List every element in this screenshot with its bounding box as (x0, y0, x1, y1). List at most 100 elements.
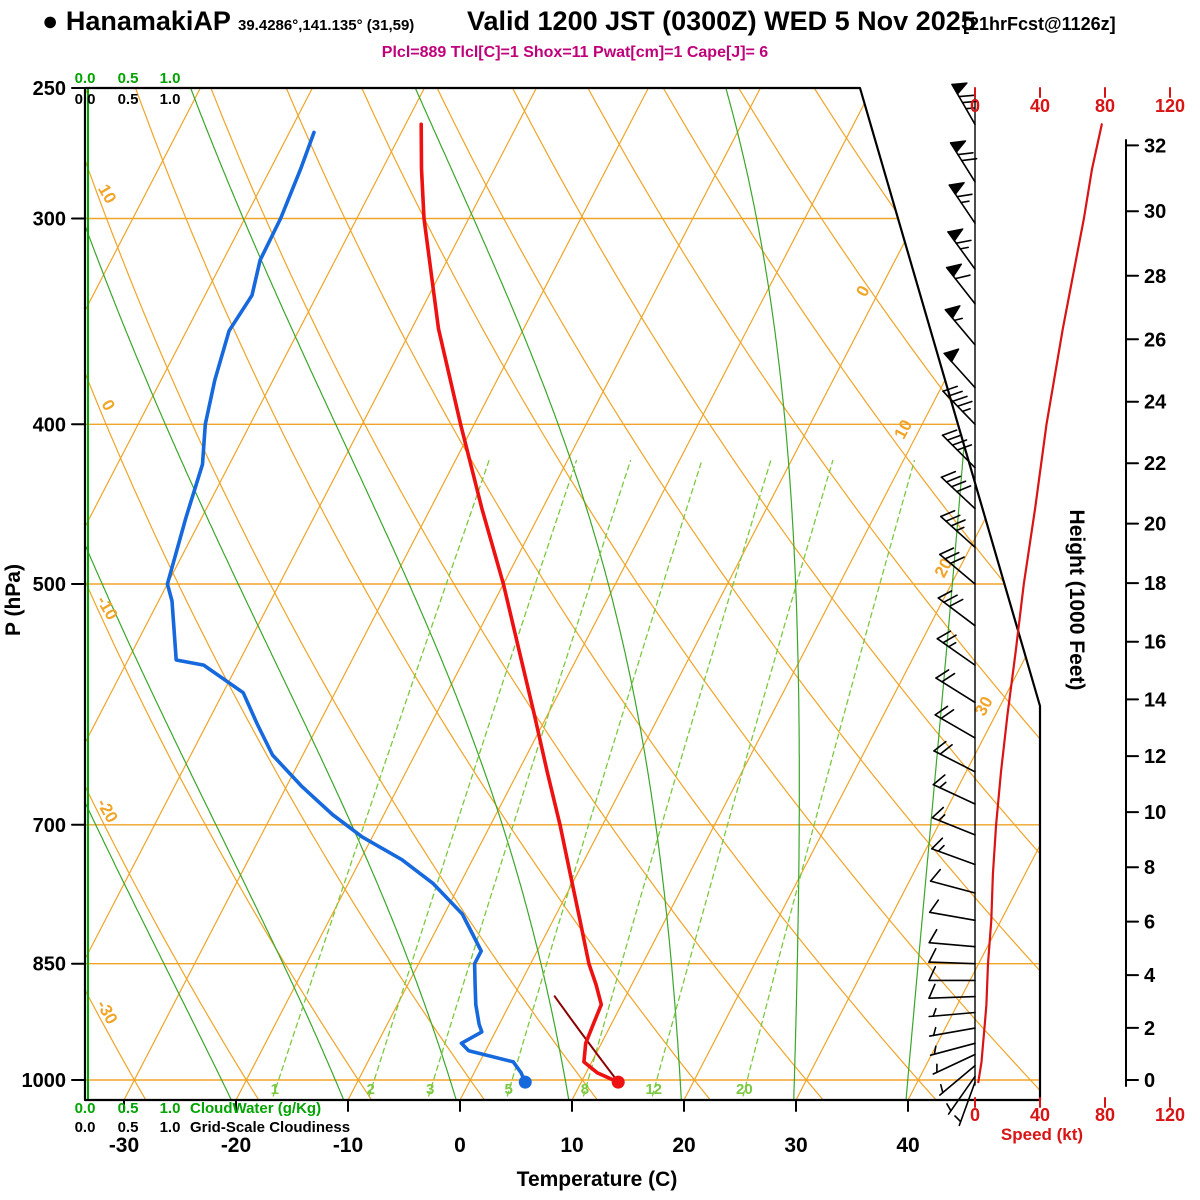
dry-adiabat-line (889, 88, 1040, 1100)
height-axis-title: Height (1000 Feet) (1065, 510, 1088, 691)
isotherm-line (459, 88, 985, 1100)
wind-barb-full (932, 774, 946, 786)
isotherm-line (123, 88, 649, 1100)
cloudwater-scale-tick-bottom: 0.0 (75, 1100, 96, 1117)
isotherm-line (347, 88, 873, 1100)
height-tick-label: 8 (1144, 857, 1155, 879)
dry-adiabat-line (512, 88, 1040, 1100)
isotherm-line (795, 88, 1040, 1100)
wind-barb-full (940, 470, 957, 478)
wind-barb-full (958, 94, 975, 98)
pressure-axis-title: P (hPa) (2, 564, 25, 636)
forecast-tag: [21hrFcst@1126z] (963, 14, 1116, 34)
cloudwater-scale-tick-bottom: 1.0 (160, 1100, 181, 1117)
wind-barb-full (961, 100, 979, 104)
isotherm-line (85, 88, 201, 1100)
wind-barb-half (938, 814, 946, 822)
wind-barb-half (965, 107, 975, 110)
height-tick-label: 14 (1144, 689, 1167, 711)
isotherm-line (85, 88, 313, 1100)
wind-barb-full (928, 983, 936, 999)
wind-barb-full (956, 193, 973, 198)
temp-axis-title: Temperature (C) (517, 1168, 678, 1191)
height-tick-label: 30 (1144, 201, 1166, 223)
wind-barb-staff (932, 1053, 976, 1075)
wind-barb-staff (939, 1064, 976, 1096)
isotherm-line (235, 88, 761, 1100)
mixing-ratio-line (580, 459, 772, 1100)
wind-barb-full (947, 390, 963, 398)
wind-barb-full (940, 509, 956, 518)
isotherm-line (85, 88, 425, 1100)
wind-barb-full (955, 485, 972, 493)
wind-speed-curve (977, 123, 1103, 1084)
wind-barb-half (933, 1045, 937, 1055)
cloudiness-scale-tick-top: 0.0 (75, 91, 96, 108)
dry-adiabat-label: -20 (93, 795, 122, 826)
height-tick-label: 18 (1144, 573, 1166, 595)
mixing-ratio-label: 2 (367, 1081, 375, 1098)
dewpoint-curve (165, 130, 527, 1084)
wind-barb-full (928, 947, 937, 963)
dry-adiabat-line (85, 88, 602, 1100)
wind-barb-staff (928, 1027, 976, 1037)
valid-time: Valid 1200 JST (0300Z) WED 5 Nov 2025 (467, 6, 976, 36)
height-tick-label: 16 (1144, 632, 1166, 654)
height-tick-label: 20 (1144, 514, 1166, 536)
surface-dewpoint-dot (518, 1075, 532, 1089)
wind-barb-pennant (944, 305, 961, 319)
wind-barb-pennant (946, 263, 962, 277)
mixing-ratio-label: 12 (645, 1081, 662, 1098)
pressure-tick-label: 850 (33, 954, 66, 976)
cloudwater-scale-label: CloudWater (g/Kg) (190, 1100, 321, 1117)
moist-adiabat-line (85, 88, 235, 1100)
wind-barb-half (955, 526, 965, 532)
cloudiness-scale-label: Grid-Scale Cloudiness (190, 1119, 350, 1136)
cloudwater-scale-tick-bottom: 0.5 (118, 1100, 139, 1117)
plot-border (83, 86, 1042, 1102)
cloudwater-scale-tick-top: 0.5 (118, 70, 139, 87)
mixing-ratio-line (269, 459, 490, 1100)
pressure-tick-label: 400 (33, 414, 66, 436)
mixing-ratio-label: 20 (736, 1081, 753, 1098)
wind-barb-pennant (949, 140, 967, 153)
temp-tick-label: 0 (454, 1134, 466, 1157)
wind-barb-half (932, 1007, 937, 1017)
wind-barb-half (959, 246, 969, 250)
moist-adiabat-line (85, 88, 459, 1100)
mixing-ratio-line (740, 459, 916, 1100)
pressure-tick-label: 700 (33, 815, 66, 837)
wind-barb-full (928, 966, 937, 982)
cloudiness-scale-tick-bottom: 1.0 (160, 1119, 181, 1136)
height-tick-label: 32 (1144, 135, 1166, 157)
temperature-curve (419, 122, 620, 1084)
wind-barb-full (929, 868, 941, 882)
isotherm-line (907, 88, 1040, 1100)
dry-adiabat-line (210, 88, 828, 1100)
dry-adiabat-line (436, 88, 1040, 1100)
wind-barb-staff (929, 1042, 976, 1056)
wind-barb-full (942, 385, 958, 392)
wind-barb-pennant (943, 348, 960, 363)
wind-barb-half (948, 641, 957, 648)
wind-barb-half (940, 1084, 944, 1094)
moist-adiabat-line (725, 88, 800, 1100)
temp-tick-label: 10 (560, 1134, 583, 1157)
surface-temperature-dot (611, 1075, 625, 1089)
temp-tick-label: -20 (221, 1134, 251, 1157)
temp-tick-label: 20 (672, 1134, 695, 1157)
height-tick-label: 4 (1144, 965, 1156, 987)
stability-params: Plcl=889 Tlcl[C]=1 Shox=11 Pwat[cm]=1 Ca… (381, 44, 769, 61)
dry-adiabat-line (1041, 89, 1200, 1105)
height-tick-label: 24 (1144, 392, 1167, 414)
wind-barb-full (944, 551, 960, 560)
pressure-tick-label: 500 (33, 574, 66, 596)
height-tick-label: 2 (1144, 1018, 1155, 1040)
speed-tick-label-top: 0 (970, 96, 980, 116)
dry-adiabat-line (85, 88, 263, 1100)
temp-tick-label: 30 (784, 1134, 807, 1157)
wind-barb-full (937, 590, 953, 599)
mixing-ratio-line (425, 459, 632, 1100)
